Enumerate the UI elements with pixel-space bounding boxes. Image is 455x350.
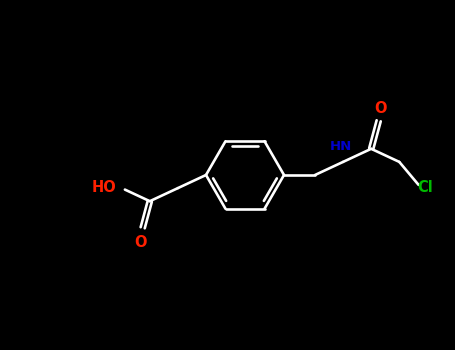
Text: O: O <box>134 235 147 250</box>
Text: HN: HN <box>329 140 352 153</box>
Text: Cl: Cl <box>418 180 434 195</box>
Text: HO: HO <box>91 180 116 195</box>
Text: O: O <box>374 101 386 116</box>
